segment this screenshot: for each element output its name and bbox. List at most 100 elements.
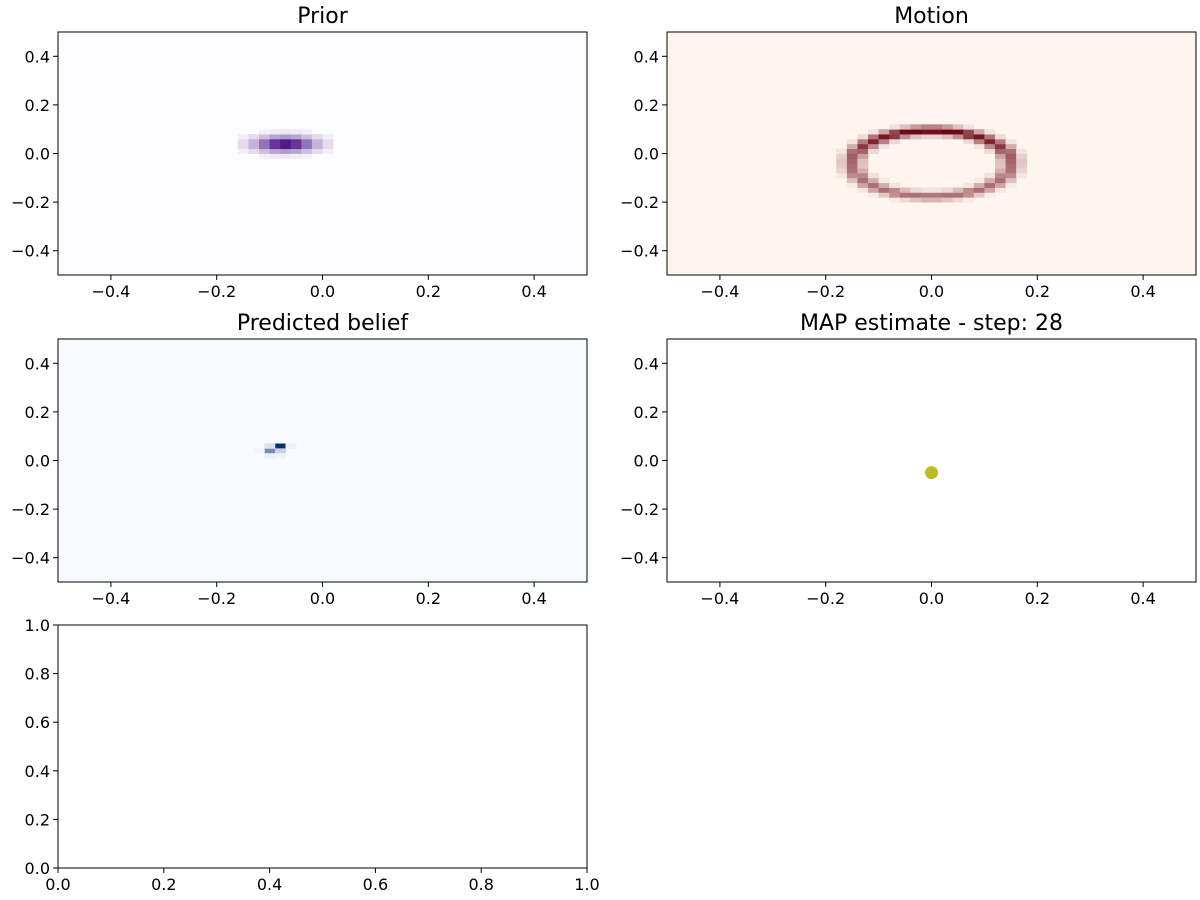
prior-cell-30 [290,134,302,140]
motion-cell-66 [920,197,932,203]
prior-cell-15 [269,148,281,154]
empty-xtick-label: 0.8 [468,875,493,894]
motion-cell-98 [973,192,985,198]
motion-cell-99 [973,187,985,193]
prior-cell-10 [259,143,270,150]
empty-ytick-label: 0.2 [25,810,50,829]
map-estimate-ytick-label: −0.2 [620,500,659,519]
map-estimate-ytick-label: 0.4 [634,354,659,373]
predicted-belief-ytick-label: 0.2 [25,403,50,422]
prior-xtick-label: 0.4 [521,282,546,301]
prior-ytick-label: −0.2 [11,193,50,212]
motion-cell-74 [931,187,943,193]
prior-xtick-label: 0.2 [416,282,441,301]
motion-cell-54 [899,197,911,203]
prior-cell-5 [248,143,260,150]
prior-cell-11 [259,138,270,145]
motion-cell-117 [994,182,1006,188]
motion-cell-127 [994,134,1006,140]
motion-cell-93 [963,182,975,188]
predicted-belief-cell-0 [274,443,286,449]
motion-cell-40 [878,182,890,188]
prior-ytick-label: 0.4 [25,47,50,66]
motion-cell-6 [846,182,858,188]
empty-ytick-label: 0.0 [25,859,50,878]
motion-cell-52 [889,129,901,135]
motion-cell-114 [984,134,996,140]
prior-cell-32 [301,153,313,159]
motion-cell-94 [963,138,975,145]
prior-cell-12 [259,134,270,140]
motion-cell-29 [868,187,879,193]
motion-cell-75 [931,134,943,140]
motion-cell-60 [910,197,922,203]
motion-cell-59 [899,124,911,130]
motion-cell-134 [1005,153,1017,159]
motion-cell-67 [920,192,932,198]
prior-cell-27 [290,148,302,154]
prior-cell-0 [237,148,249,154]
subplot-motion: −0.4 −0.2 0.0 0.2 0.4 −0.4 −0.2 0.0 0.2 0.4 Motion [620,4,1197,301]
prior-cell-26 [290,153,302,159]
predicted-belief-xtick-label: −0.4 [91,589,130,608]
motion-cell-51 [889,134,901,140]
motion-cell-90 [963,197,975,203]
predicted-belief-cell-2 [274,448,286,454]
motion-xtick-label: −0.4 [700,282,739,301]
prior-ytick-label: 0.0 [25,145,50,164]
motion-cell-82 [942,129,954,135]
motion-cell-81 [942,134,954,140]
motion-cell-21 [857,163,869,169]
map-estimate-xtick-label: 0.0 [919,589,944,608]
prior-ytick-label: −0.4 [11,242,50,261]
motion-cell-64 [910,129,922,135]
motion-cell-97 [963,124,975,130]
motion-cell-140 [1016,163,1028,169]
motion-cell-41 [878,177,890,184]
prior-cell-36 [301,134,313,140]
motion-cell-38 [878,192,890,198]
motion-cell-0 [836,172,848,179]
motion-xtick-label: 0.4 [1130,282,1155,301]
motion-cell-110 [984,172,996,179]
motion-cell-36 [868,134,879,140]
motion-cell-44 [878,134,890,140]
motion-cell-107 [984,187,996,193]
predicted-belief-ytick-label: −0.2 [11,500,50,519]
prior-ytick-label: 0.2 [25,96,50,115]
map-estimate-plot-area [667,339,1196,582]
predicted-belief-title: Predicted belief [237,311,410,336]
predicted-belief-cell-6 [285,443,297,449]
motion-cell-16 [857,187,869,193]
prior-cell-19 [269,129,281,135]
prior-cell-16 [269,143,281,150]
predicted-belief-xtick-label: 0.2 [416,589,441,608]
prior-cell-43 [322,143,334,150]
motion-cell-79 [942,192,954,198]
empty-plot-area [58,625,587,868]
motion-cell-23 [857,153,869,159]
motion-cell-24 [857,148,869,154]
motion-ytick-label: 0.0 [634,145,659,164]
prior-cell-34 [301,143,313,150]
motion-xtick-label: 0.0 [919,282,944,301]
motion-cell-19 [857,172,869,179]
empty-xtick-label: 0.4 [257,875,282,894]
prior-cell-3 [237,134,249,140]
prior-cell-24 [280,134,292,140]
motion-ytick-label: 0.2 [634,96,659,115]
motion-cell-116 [994,187,1006,193]
prior-cell-40 [311,138,323,145]
predicted-belief-ytick-label: −0.4 [11,549,50,568]
subplot-empty: 0.0 0.2 0.4 0.6 0.8 1.0 0.0 0.2 0.4 0.6 0.8 1.0 [25,616,600,894]
motion-cell-121 [994,163,1006,169]
empty-xtick-label: 1.0 [574,875,599,894]
empty-xtick-label: 0.6 [363,875,388,894]
prior-cell-25 [280,129,292,135]
map-estimate-ytick-label: −0.4 [620,549,659,568]
map-estimate-point-0 [925,466,938,480]
motion-cell-37 [868,129,879,135]
prior-cell-44 [322,138,334,145]
motion-plot-area [667,32,1196,275]
